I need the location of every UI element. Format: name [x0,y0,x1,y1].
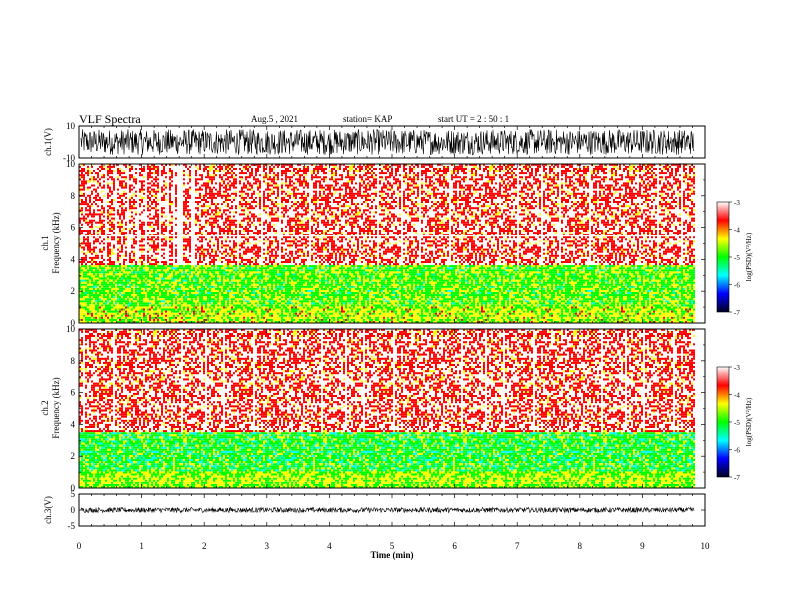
vlf-figure: 10-100246810024681050-5ch.1(V)ch.1 Freque… [0,0,792,612]
colorbar-2 [717,367,729,477]
station-label: station= KAP [343,114,392,124]
colorbar-tick-label: -5 [734,419,740,427]
colorbar-tick-label: -3 [734,199,740,207]
ch1-frequency-axis-label: Frequency (kHz) [51,212,61,273]
y-tick-label: 8 [71,356,76,366]
x-axis-label: Time (min) [370,550,413,560]
y-tick-label: 10 [66,121,76,131]
y-tick-label: 2 [71,451,76,461]
y-tick-label: 4 [71,419,76,429]
colorbar-label: log(PSD)(V²/Hz) [745,232,753,281]
y-tick-label: 10 [66,159,76,169]
colorbar-tick-label: -7 [734,309,740,317]
x-tick-label: 9 [640,541,645,551]
y-tick-label: 4 [71,254,76,264]
y-tick-label: 10 [66,324,76,334]
ch1-voltage-axis-label: ch.1(V) [43,128,53,156]
colorbar-tick-label: -4 [734,392,740,400]
x-tick-label: 6 [452,541,457,551]
figure-title: VLF Spectra [79,112,141,127]
y-tick-label: 8 [71,191,76,201]
ch1-channel-label: ch.1 [40,235,50,250]
y-tick-label: 0 [71,505,76,515]
y-tick-label: -5 [68,521,76,531]
x-tick-label: 7 [515,541,520,551]
x-tick-label: 2 [202,541,207,551]
ch2-frequency-axis-label: Frequency (kHz) [51,377,61,438]
colorbar-tick-label: -5 [734,254,740,262]
date-label: Aug.5 , 2021 [251,114,298,124]
x-tick-label: 3 [265,541,270,551]
colorbar-1 [717,202,729,312]
colorbar-tick-label: -3 [734,364,740,372]
y-tick-label: 6 [71,223,76,233]
colorbar-tick-label: -6 [734,282,740,290]
x-tick-label: 10 [701,541,711,551]
waveform-line-ch3 [81,507,694,512]
colorbar-tick-label: -7 [734,474,740,482]
waveform-line-ch1 [81,129,694,155]
y-tick-label: 2 [71,286,76,296]
x-tick-label: 4 [327,541,332,551]
colorbar-label: log(PSD)(V²/Hz) [745,397,753,446]
colorbar-tick-label: -4 [734,227,740,235]
x-tick-label: 1 [139,541,144,551]
ch3-voltage-axis-label: ch.3(V) [43,496,53,524]
y-tick-label: 6 [71,388,76,398]
y-tick-label: 5 [71,489,76,499]
ch2-channel-label: ch.2 [40,400,50,415]
x-tick-label: 0 [77,541,82,551]
colorbar-tick-label: -6 [734,447,740,455]
x-tick-label: 8 [578,541,583,551]
start-time-label: start UT = 2 : 50 : 1 [438,114,509,124]
